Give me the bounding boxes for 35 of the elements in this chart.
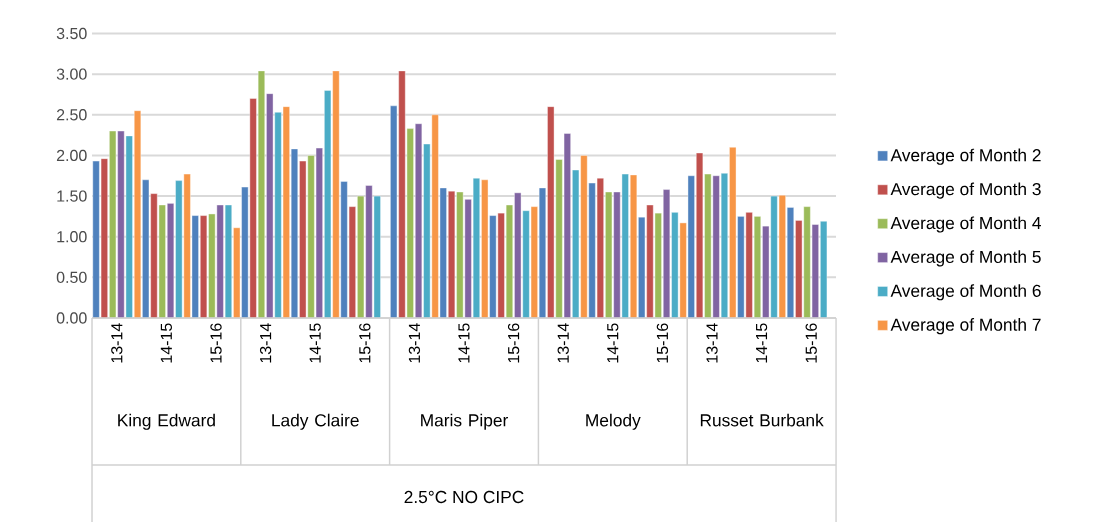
legend-label: Average of Month 5 xyxy=(890,250,1041,267)
x-tick-label: 14-15 xyxy=(160,323,172,363)
x-tick-label: 15-16 xyxy=(805,323,817,363)
x-tick-label: 13-14 xyxy=(111,323,123,363)
x-tick-label: 14-15 xyxy=(607,323,619,363)
y-tick-label: 0.00 xyxy=(56,312,87,324)
legend-label: Average of Month 7 xyxy=(890,318,1041,335)
text: King Edward xyxy=(118,413,215,430)
y-tick-label: 3.50 xyxy=(56,27,87,40)
x-tick-label: 13-14 xyxy=(408,323,421,363)
text: Melody xyxy=(586,413,641,430)
x-tick-label: 14-15 xyxy=(756,323,768,363)
x-tick-label: 13-14 xyxy=(706,323,718,363)
x-tick-label: 13-14 xyxy=(259,323,272,363)
x-tick-label: 14-15 xyxy=(458,323,470,363)
text: Lady Claire xyxy=(272,413,359,430)
x-tick-label: 15-16 xyxy=(359,323,371,363)
y-tick-label: 2.00 xyxy=(56,149,87,162)
x-tick-label: 14-15 xyxy=(309,323,321,363)
legend-label: Average of Month 4 xyxy=(890,216,1041,233)
text: Maris Piper xyxy=(421,413,508,430)
text: 2.5°C NO CIPC xyxy=(404,490,524,504)
text: Russet Burbank xyxy=(700,413,824,427)
y-tick-label: 1.00 xyxy=(57,231,87,243)
legend-label: Average of Month 2 xyxy=(890,148,1041,165)
x-tick-label: 13-14 xyxy=(557,323,569,363)
legend-label: Average of Month 6 xyxy=(890,284,1041,301)
y-tick-label: 0.50 xyxy=(56,271,87,284)
x-tick-label: 15-16 xyxy=(210,323,222,363)
y-tick-label: 2.50 xyxy=(56,109,87,121)
legend-label: Average of Month 3 xyxy=(890,182,1041,199)
x-tick-label: 15-16 xyxy=(656,323,669,363)
y-tick-label: 1.50 xyxy=(57,190,87,202)
x-tick-label: 15-16 xyxy=(507,323,520,363)
y-tick-label: 3.00 xyxy=(56,68,87,80)
